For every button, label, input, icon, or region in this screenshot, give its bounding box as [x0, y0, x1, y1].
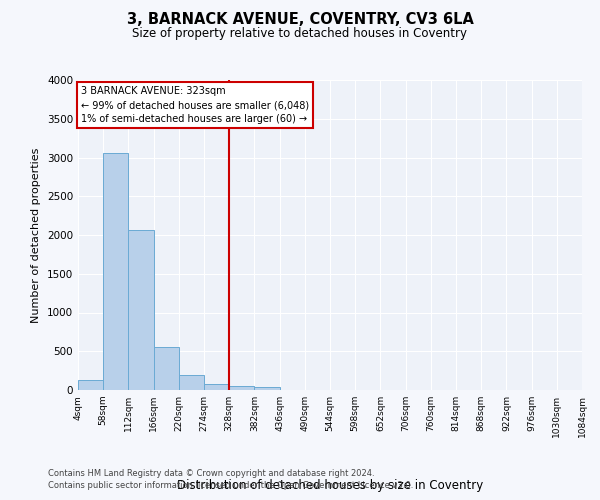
Bar [204, 384, 229, 390]
Bar [128, 230, 154, 390]
Text: Contains HM Land Registry data © Crown copyright and database right 2024.: Contains HM Land Registry data © Crown c… [48, 468, 374, 477]
X-axis label: Distribution of detached houses by size in Coventry: Distribution of detached houses by size … [177, 478, 483, 492]
Bar [229, 386, 254, 390]
Bar [154, 346, 179, 390]
Bar [103, 153, 128, 390]
Bar [254, 387, 280, 390]
Text: 3, BARNACK AVENUE, COVENTRY, CV3 6LA: 3, BARNACK AVENUE, COVENTRY, CV3 6LA [127, 12, 473, 28]
Y-axis label: Number of detached properties: Number of detached properties [31, 148, 41, 322]
Bar [179, 374, 204, 390]
Bar [78, 380, 103, 390]
Text: Contains public sector information licensed under the Open Government Licence v3: Contains public sector information licen… [48, 481, 413, 490]
Text: 3 BARNACK AVENUE: 323sqm
← 99% of detached houses are smaller (6,048)
1% of semi: 3 BARNACK AVENUE: 323sqm ← 99% of detach… [81, 86, 309, 124]
Text: Size of property relative to detached houses in Coventry: Size of property relative to detached ho… [133, 28, 467, 40]
